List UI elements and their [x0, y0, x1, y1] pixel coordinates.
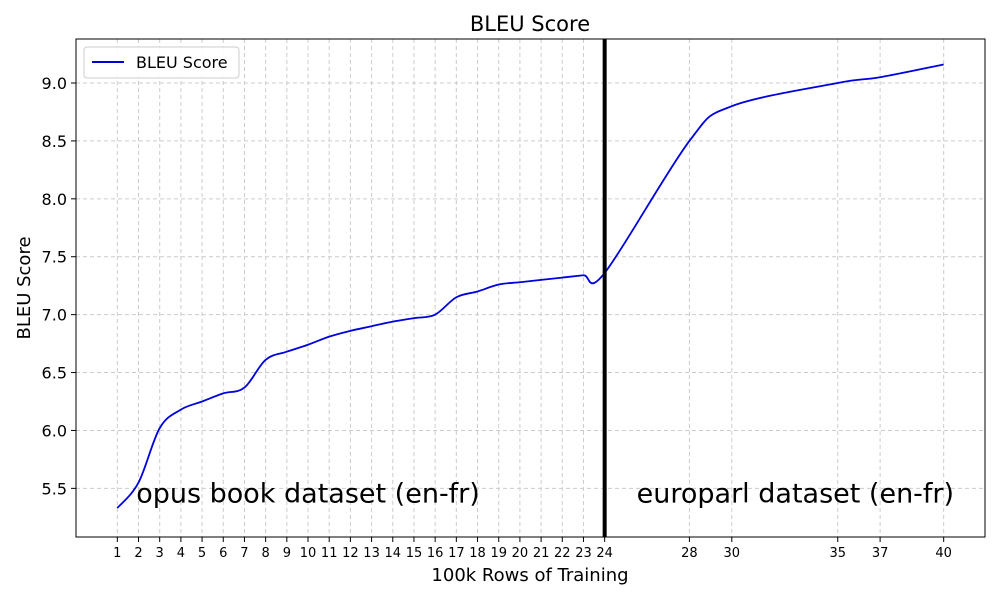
x-tick-label: 10: [300, 546, 317, 561]
x-tick-label: 8: [261, 546, 269, 561]
y-tick-label: 7.5: [42, 248, 67, 267]
x-tick-label: 16: [427, 546, 444, 561]
y-tick-label: 5.5: [42, 479, 67, 498]
x-tick-label: 11: [321, 546, 338, 561]
y-axis-label: BLEU Score: [14, 236, 35, 339]
x-tick-label: 19: [490, 546, 507, 561]
x-tick-label: 35: [829, 546, 846, 561]
dataset-annotation: opus book dataset (en-fr): [136, 478, 480, 509]
series-line: [116, 63, 944, 509]
x-axis-label: 100k Rows of Training: [431, 565, 628, 586]
x-tick-label: 9: [283, 546, 291, 561]
x-tick-label: 14: [384, 546, 401, 561]
x-tick-label: 37: [872, 546, 889, 561]
x-tick-label: 6: [219, 546, 227, 561]
x-tick-label: 40: [935, 546, 952, 561]
grid: [76, 39, 985, 537]
y-axis-ticks: 5.5 6.0 6.5 7.0 7.5 8.0 8.5 9.0: [42, 74, 76, 498]
y-tick-label: 7.0: [42, 306, 67, 325]
x-tick-label: 20: [512, 546, 529, 561]
y-tick-label: 6.0: [42, 421, 67, 440]
annotations: opus book dataset (en-fr) europarl datase…: [136, 478, 954, 509]
plot-frame: [75, 38, 986, 538]
y-tick-label: 8.0: [42, 190, 67, 209]
x-tick-label: 5: [198, 546, 206, 561]
y-tick-label: 8.5: [42, 132, 67, 151]
x-tick-label: 2: [134, 546, 142, 561]
x-tick-label: 18: [469, 546, 486, 561]
x-tick-label: 28: [681, 546, 698, 561]
x-tick-label: 24: [596, 546, 613, 561]
x-tick-label: 4: [177, 546, 185, 561]
x-tick-label: 22: [554, 546, 571, 561]
chart-title: BLEU Score: [470, 12, 590, 36]
x-tick-label: 30: [724, 546, 741, 561]
x-tick-label: 3: [156, 546, 164, 561]
x-axis-ticks: 1 2 3 4 5 6 7 8 9 10 11 12 13 14 15 16 17 18 19 20 21 22 23 24 2…: [113, 537, 952, 561]
x-tick-label: 1: [113, 546, 121, 561]
x-tick-label: 7: [240, 546, 248, 561]
x-tick-label: 13: [363, 546, 380, 561]
x-tick-label: 12: [342, 546, 359, 561]
y-tick-label: 6.5: [42, 364, 67, 383]
y-tick-label: 9.0: [42, 74, 67, 93]
legend: BLEU Score: [83, 46, 240, 79]
legend-label: BLEU Score: [136, 53, 228, 72]
x-tick-label: 17: [448, 546, 465, 561]
x-tick-label: 21: [533, 546, 550, 561]
series-line-group: [116, 63, 944, 509]
x-tick-label: 23: [575, 546, 592, 561]
dataset-annotation: europarl dataset (en-fr): [637, 478, 954, 509]
legend-box: [83, 46, 240, 79]
x-tick-label: 15: [406, 546, 423, 561]
